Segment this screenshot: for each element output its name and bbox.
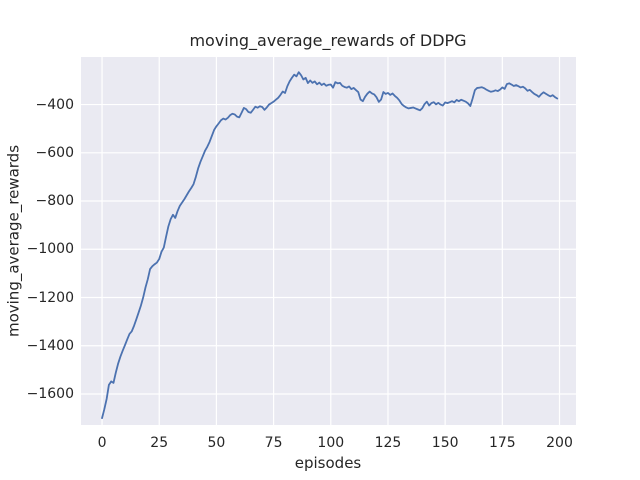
x-tick-label: 50	[207, 435, 226, 451]
x-tick-label: 0	[97, 435, 107, 451]
x-tick-label: 150	[431, 435, 459, 451]
y-tick-label: −1600	[26, 385, 74, 402]
x-tick-label: 25	[150, 435, 169, 451]
y-tick-label: −1000	[26, 241, 74, 258]
y-axis-label: moving_average_rewards	[4, 144, 23, 338]
y-tick-label: −400	[35, 96, 74, 113]
y-tick-label: −1400	[26, 337, 74, 354]
x-tick-label: 200	[546, 435, 573, 451]
chart-title: moving_average_rewards of DDPG	[189, 31, 467, 50]
plot-background	[81, 57, 576, 425]
x-tick-label: 125	[374, 435, 402, 451]
x-tick-label: 175	[488, 435, 516, 451]
plot-area	[81, 57, 576, 425]
x-tick-label: 100	[317, 435, 345, 451]
x-tick-label: 75	[264, 435, 283, 451]
plot-svg	[81, 57, 576, 425]
y-tick-label: −600	[35, 144, 74, 161]
y-tick-label: −1200	[26, 289, 74, 306]
y-tick-label: −800	[35, 193, 74, 210]
x-axis-label: episodes	[294, 454, 362, 472]
reward-line	[101, 71, 559, 420]
